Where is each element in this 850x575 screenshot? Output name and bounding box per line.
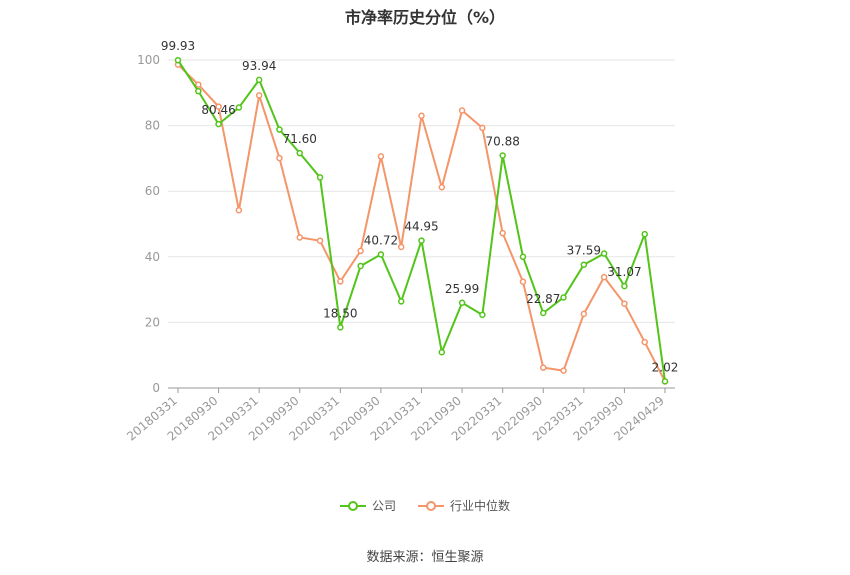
data-point-series-1: [458, 107, 466, 114]
data-point-series-0: [215, 120, 222, 128]
legend-label-company: 公司: [371, 499, 396, 513]
data-point-series-1: [235, 206, 243, 214]
y-tick-label: 0: [152, 381, 160, 395]
data-point-series-1: [377, 153, 385, 160]
data-point-series-1: [499, 229, 506, 237]
legend-line-company-icon: [339, 500, 366, 511]
y-tick-label: 20: [145, 315, 160, 329]
data-label: 99.93: [161, 39, 195, 53]
source-note: 数据来源：恒生聚源: [366, 550, 484, 565]
data-label: 18.50: [323, 306, 357, 320]
data-point-series-0: [377, 251, 385, 258]
data-point-series-1: [418, 112, 425, 120]
legend-item-industry-median[interactable]: 行业中位数: [418, 497, 510, 514]
data-point-series-0: [316, 174, 324, 181]
data-label: 2.02: [652, 360, 679, 374]
data-point-series-1: [316, 237, 324, 244]
data-point-series-0: [397, 298, 405, 305]
data-point-series-0: [357, 262, 364, 270]
data-point-series-1: [621, 300, 628, 307]
data-point-series-1: [479, 124, 486, 132]
data-point-series-0: [458, 299, 466, 307]
data-point-series-1: [296, 234, 303, 241]
data-point-series-0: [438, 348, 446, 356]
data-point-series-1: [641, 338, 648, 346]
data-point-series-1: [357, 247, 364, 255]
data-point-series-0: [600, 250, 608, 257]
data-point-series-0: [337, 324, 344, 331]
y-tick-label: 60: [145, 184, 160, 198]
data-point-series-0: [661, 378, 669, 385]
data-point-series-0: [519, 253, 527, 261]
data-point-series-0: [235, 104, 243, 111]
legend-item-company[interactable]: 公司: [339, 497, 396, 514]
data-point-series-0: [499, 152, 506, 159]
data-point-series-0: [479, 311, 486, 319]
chart-title: 市净率历史分位（%）: [344, 8, 506, 27]
data-point-series-1: [195, 81, 202, 88]
data-point-series-1: [540, 364, 547, 371]
data-point-series-0: [418, 237, 425, 244]
data-label: 71.60: [283, 132, 317, 146]
data-point-series-0: [174, 56, 182, 64]
data-point-series-1: [255, 92, 263, 99]
data-label-layer: 99.93 80.46 93.94 71.60 18.50 40.72 44.95 25.99…: [161, 39, 679, 374]
data-point-series-1: [519, 278, 527, 285]
data-label: 40.72: [364, 233, 398, 247]
data-point-series-0: [296, 149, 303, 157]
data-point-series-1: [337, 278, 344, 285]
data-point-series-1: [560, 367, 567, 374]
legend: 公司 行业中位数: [0, 497, 850, 514]
data-label: 93.94: [242, 59, 276, 73]
data-label: 80.46: [201, 103, 235, 117]
y-tick-label: 80: [145, 119, 160, 133]
legend-line-industry-icon: [418, 500, 444, 511]
data-label: 22.87: [526, 292, 560, 306]
data-point-series-1: [397, 243, 405, 251]
data-point-series-0: [641, 230, 648, 238]
data-point-series-0: [621, 282, 628, 290]
data-label: 37.59: [567, 244, 601, 258]
data-point-series-0: [560, 294, 567, 301]
data-point-series-0: [540, 309, 547, 317]
data-label: 70.88: [485, 135, 519, 149]
data-point-series-0: [195, 87, 202, 95]
data-point-series-0: [255, 76, 263, 84]
y-tick-label: 40: [145, 250, 160, 264]
legend-label-industry-median: 行业中位数: [450, 499, 511, 513]
y-tick-label: 100: [137, 53, 160, 67]
data-point-series-1: [600, 273, 608, 281]
data-point-series-0: [580, 261, 588, 268]
data-point-series-1: [276, 154, 283, 162]
data-point-series-0: [276, 126, 283, 133]
data-label: 31.07: [607, 265, 641, 279]
series-layer: [174, 56, 669, 385]
data-label: 25.99: [445, 282, 479, 296]
data-label: 44.95: [404, 220, 438, 234]
data-point-series-1: [215, 103, 222, 110]
data-point-series-1: [438, 184, 446, 191]
data-point-series-1: [580, 310, 588, 318]
